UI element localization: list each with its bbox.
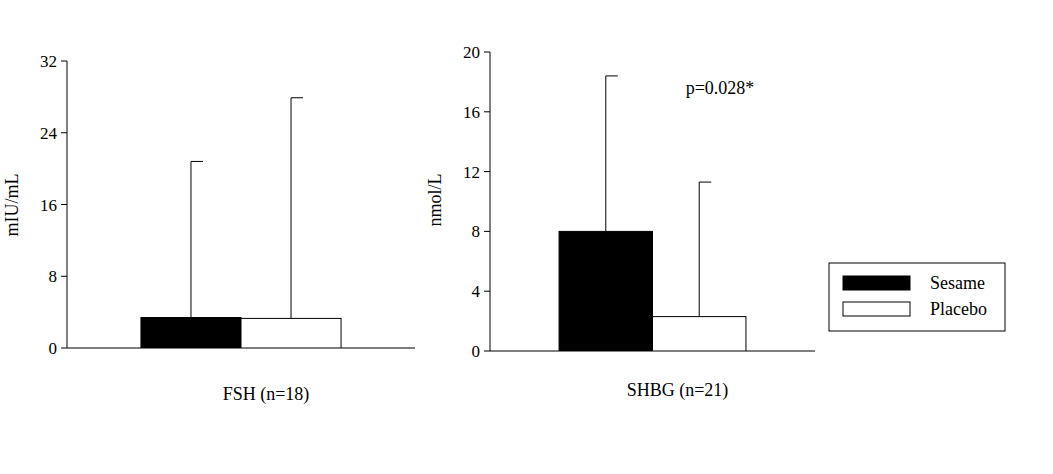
error-line — [190, 161, 191, 317]
error-bar — [291, 98, 303, 319]
tick-label: 0 — [472, 342, 481, 361]
panel: 0 8 16 24 32 mIU/mL FSH (n=18) — [2, 52, 415, 405]
tick-label: 20 — [463, 43, 480, 62]
legend-swatch — [843, 302, 910, 316]
tick-label: 32 — [40, 52, 57, 71]
bar — [141, 318, 241, 348]
tick-label: 0 — [49, 339, 58, 358]
tick — [61, 61, 67, 62]
tick — [484, 111, 490, 112]
error-cap — [191, 161, 203, 162]
tick — [484, 171, 490, 172]
tick — [61, 204, 67, 205]
legend-label: Sesame — [930, 273, 985, 293]
tick — [61, 276, 67, 277]
tick-label: 24 — [40, 124, 58, 143]
error-bar — [191, 161, 203, 317]
panel: 0 4 8 12 16 20 nmol/L SHBG (n=21) p=0.028* — [425, 43, 815, 401]
error-bar — [699, 182, 711, 317]
bar — [653, 317, 746, 351]
error-cap — [699, 182, 711, 183]
y-axis — [490, 52, 491, 351]
tick-label: 16 — [463, 103, 480, 122]
tick-label: 8 — [49, 267, 58, 286]
tick — [484, 351, 490, 352]
error-bar — [606, 76, 618, 231]
annotation: p=0.028* — [686, 78, 755, 98]
legend-label: Placebo — [930, 299, 987, 319]
y-label: nmol/L — [425, 174, 445, 227]
tick-label: 4 — [472, 282, 481, 301]
error-line — [699, 182, 700, 317]
tick — [484, 52, 490, 53]
y-label: mIU/mL — [2, 174, 22, 237]
bar — [241, 318, 341, 348]
legend-box — [829, 263, 1005, 331]
marks — [559, 76, 746, 351]
error-cap — [291, 97, 303, 98]
figure: 0 8 16 24 32 mIU/mL FSH (n=18) 0 4 8 12 16 20 nmol/L S… — [0, 0, 1053, 474]
tick-label: 8 — [472, 222, 481, 241]
tick — [484, 291, 490, 292]
tick — [61, 348, 67, 349]
legend-swatch — [843, 276, 910, 290]
tick — [484, 231, 490, 232]
error-cap — [606, 75, 618, 76]
category-label: FSH (n=18) — [223, 384, 310, 405]
marks — [141, 98, 341, 348]
tick-label: 16 — [40, 196, 57, 215]
legend: Sesame Placebo — [829, 263, 1005, 331]
category-label: SHBG (n=21) — [627, 380, 729, 401]
error-line — [605, 76, 606, 231]
error-line — [291, 98, 292, 319]
bar — [559, 231, 652, 351]
tick — [61, 132, 67, 133]
tick-label: 12 — [463, 163, 480, 182]
